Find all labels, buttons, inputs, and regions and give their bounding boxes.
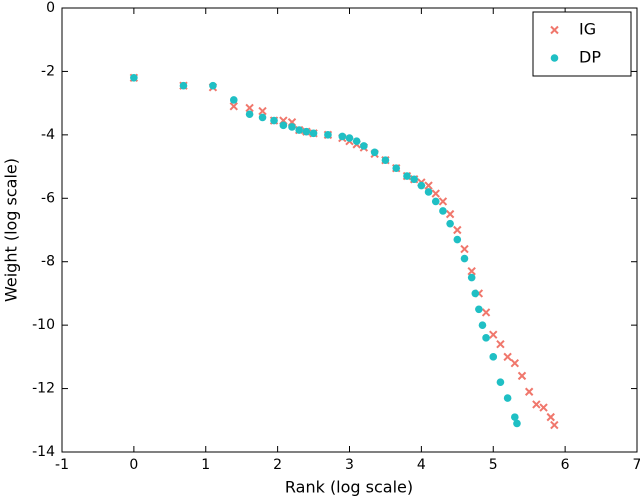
point <box>309 129 318 138</box>
point <box>417 181 426 190</box>
y-axis-label: Weight (log scale) <box>2 158 21 302</box>
x-tick-label: 3 <box>345 457 354 473</box>
x-tick-label: 4 <box>417 457 426 473</box>
point <box>302 127 311 136</box>
point <box>288 123 296 131</box>
point <box>513 419 521 428</box>
x-tick-label: 7 <box>633 457 640 473</box>
y-tick-label: -2 <box>41 63 55 79</box>
y-tick-label: -6 <box>41 190 55 206</box>
legend-label: DP <box>579 48 601 67</box>
point <box>229 96 238 104</box>
point <box>467 273 476 282</box>
y-tick-label: 0 <box>46 0 55 16</box>
point <box>539 403 548 412</box>
point <box>431 197 440 206</box>
point <box>370 148 379 157</box>
point <box>467 267 476 276</box>
point <box>511 413 519 421</box>
point <box>446 219 454 228</box>
point <box>475 305 483 314</box>
point <box>471 289 480 298</box>
point <box>439 207 447 215</box>
point <box>424 181 433 190</box>
point <box>460 244 469 254</box>
point <box>345 134 354 142</box>
y-tick-label: -14 <box>32 444 55 460</box>
x-tick-label: 1 <box>201 457 210 473</box>
x-tick-label: 0 <box>129 457 138 473</box>
point <box>438 197 448 206</box>
point <box>324 131 332 139</box>
point <box>279 121 288 130</box>
point <box>410 175 418 184</box>
point <box>503 394 512 402</box>
point <box>258 113 267 122</box>
point <box>478 321 487 329</box>
x-tick-label: 5 <box>489 457 498 473</box>
y-tick-label: -12 <box>32 381 55 397</box>
point <box>481 308 491 317</box>
plot-frame <box>61 7 638 453</box>
point <box>295 126 303 134</box>
y-tick-label: -8 <box>41 254 55 270</box>
point <box>229 102 238 111</box>
point <box>453 235 462 244</box>
point <box>352 137 361 145</box>
point <box>482 334 490 342</box>
point <box>503 352 512 362</box>
point <box>510 358 520 368</box>
point <box>245 103 254 113</box>
point <box>424 188 433 196</box>
point <box>338 132 347 141</box>
point <box>460 254 469 263</box>
legend-marker <box>550 25 559 35</box>
point <box>550 420 559 430</box>
x-tick-label: -1 <box>55 457 69 473</box>
point <box>392 164 401 172</box>
y-tick-label: -4 <box>41 127 55 143</box>
point <box>258 106 267 116</box>
y-tick-label: -10 <box>32 317 55 333</box>
point <box>209 81 217 90</box>
point <box>496 378 505 387</box>
point <box>546 412 555 422</box>
point <box>445 209 455 219</box>
point <box>524 387 534 396</box>
point <box>496 339 505 349</box>
point <box>453 225 462 235</box>
point <box>360 142 368 150</box>
point <box>489 330 498 339</box>
x-tick-label: 2 <box>273 457 282 473</box>
point <box>381 156 390 165</box>
legend-box <box>532 11 632 77</box>
legend-marker <box>550 54 559 62</box>
point <box>130 73 138 82</box>
point <box>431 189 440 198</box>
legend-label: IG <box>579 20 596 39</box>
point <box>517 371 527 381</box>
point <box>489 353 498 361</box>
point <box>532 400 541 409</box>
point <box>179 81 188 90</box>
point <box>403 172 411 180</box>
x-axis-label: Rank (log scale) <box>285 478 413 497</box>
point <box>270 116 278 125</box>
point <box>245 110 254 119</box>
x-tick-label: 6 <box>561 457 570 473</box>
